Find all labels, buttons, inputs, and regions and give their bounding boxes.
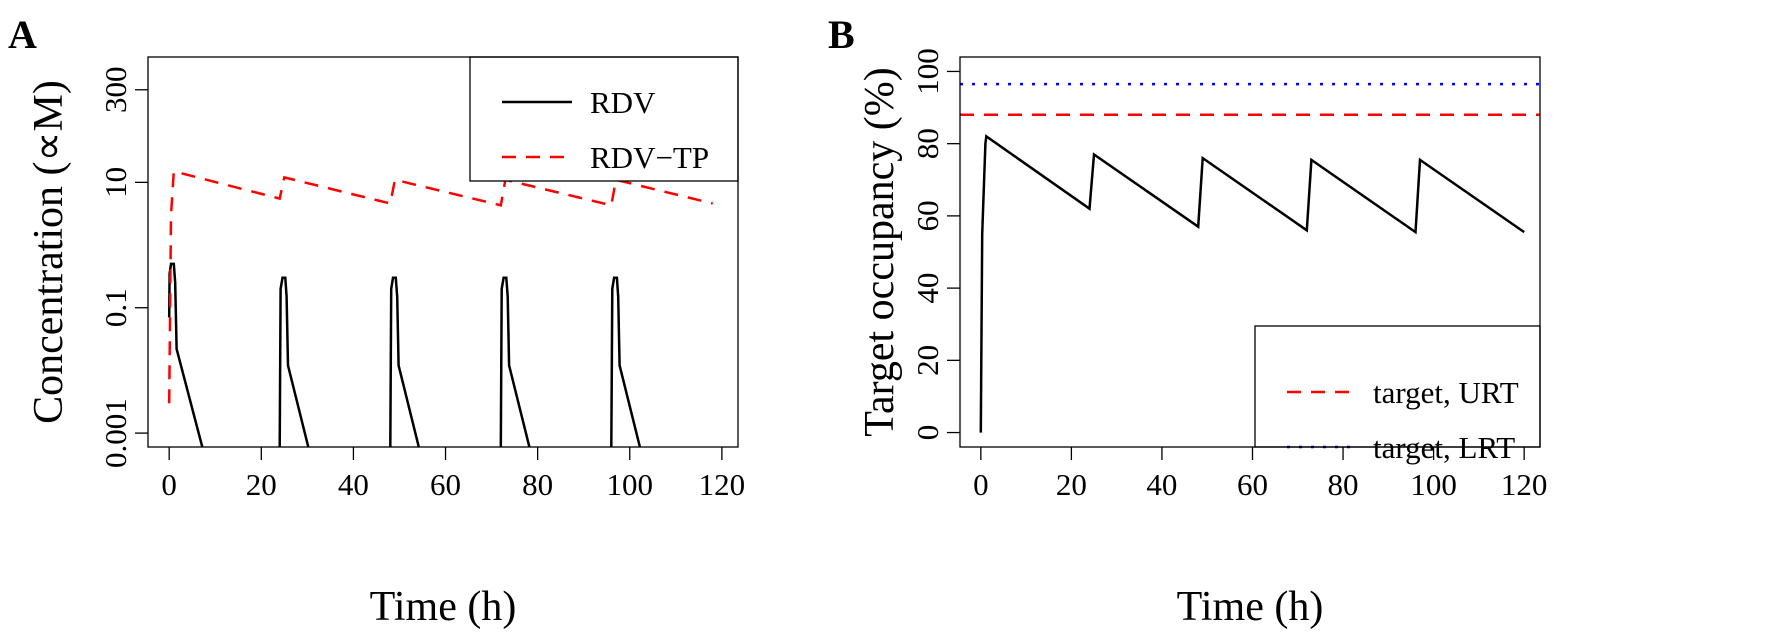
series-line-occupancy (979, 134, 1525, 433)
plot-frame (959, 56, 1541, 448)
panel-label: B (828, 12, 855, 57)
legend-box (469, 56, 739, 182)
y-tick-label: 0.001 (98, 398, 133, 468)
y-tick-label: 80 (910, 128, 945, 159)
panel-A: A RDV RDV−TP 0 20 40 60 80 100 120 300 10 0.1 0.001 Ti… (8, 12, 745, 630)
legend-box (1254, 325, 1541, 448)
x-axis-label: Time (h) (1177, 584, 1324, 630)
y-axis-label: Concentration (∝M) (26, 80, 72, 424)
x-tick-label: 60 (430, 467, 461, 502)
plot-frame (147, 56, 739, 448)
y-tick-label: 40 (910, 273, 945, 304)
y-tick-label: 60 (910, 200, 945, 231)
legend-label: RDV (590, 85, 656, 120)
x-tick-label: 100 (607, 467, 654, 502)
x-tick-label: 120 (699, 467, 746, 502)
x-tick-label: 40 (338, 467, 369, 502)
x-tick-label: 80 (522, 467, 553, 502)
x-tick-label: 80 (1328, 467, 1359, 502)
x-tick-label: 120 (1501, 467, 1548, 502)
legend-label: RDV−TP (590, 140, 709, 175)
series-line-rdv (167, 262, 642, 447)
legend-label: target, URT (1373, 375, 1519, 410)
y-tick-label: 0.1 (98, 288, 133, 327)
x-tick-label: 60 (1237, 467, 1268, 502)
series-line-rdv-tp (167, 169, 713, 404)
x-tick-label: 20 (246, 467, 277, 502)
x-tick-label: 40 (1146, 467, 1177, 502)
y-tick-label: 10 (98, 167, 133, 198)
y-tick-label: 300 (98, 67, 133, 114)
y-tick-label: 100 (910, 48, 945, 95)
x-tick-label: 0 (973, 467, 989, 502)
panel-label: A (8, 12, 37, 57)
x-tick-label: 0 (161, 467, 177, 502)
y-tick-label: 20 (910, 345, 945, 376)
y-axis-label: Target occupancy (%) (857, 67, 903, 436)
y-tick-label: 0 (910, 425, 945, 441)
x-tick-label: 20 (1056, 467, 1087, 502)
x-axis-label: Time (h) (370, 584, 517, 630)
x-tick-label: 100 (1410, 467, 1457, 502)
